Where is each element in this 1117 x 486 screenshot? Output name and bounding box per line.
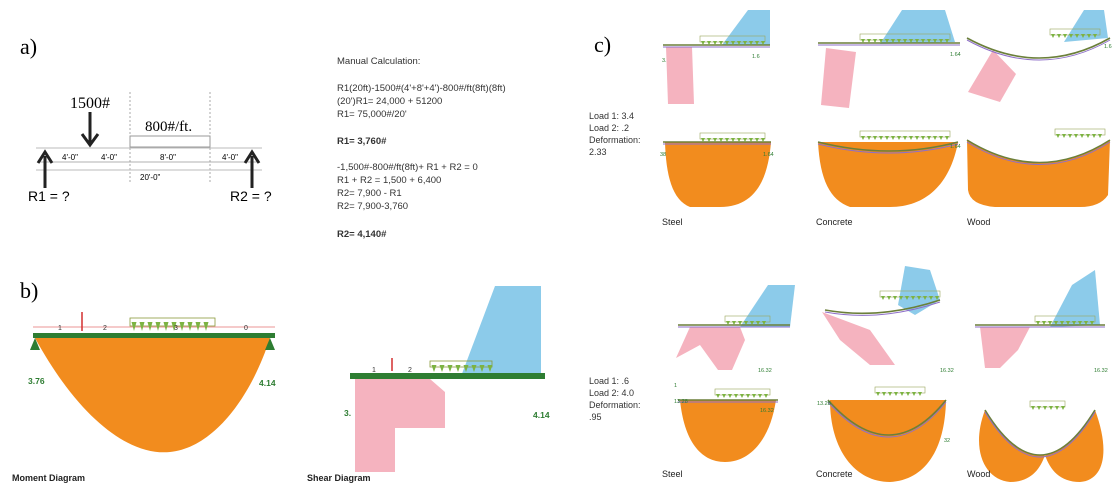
end-value: 16.32 [758, 368, 772, 374]
end-value: 1.6 [1104, 44, 1112, 50]
panel-label: b) [20, 278, 38, 303]
point-load: 1500# [70, 95, 110, 112]
calc-line: R1= 75,000#/20' [337, 109, 407, 120]
deformation: 2.33 [589, 147, 607, 157]
material: Steel [662, 469, 683, 479]
reaction-label: R1 = ? [28, 188, 70, 204]
caption: Moment Diagram [12, 473, 85, 483]
end-value: 38 [660, 152, 666, 158]
calc-line: R2= 7,900 - R1 [337, 188, 402, 199]
material: Steel [662, 217, 683, 227]
end-value: 1.64 [950, 144, 961, 150]
figure: a) 1500# 800#/ft. 4'-0" 4'-0" 8'-0" 4'-0… [0, 0, 1117, 486]
caption: Shear Diagram [307, 473, 371, 483]
calc-result: R2= 4,140# [337, 229, 387, 240]
end-value: 3. [662, 58, 667, 64]
end-value: 16.32 [1094, 368, 1108, 374]
material: Concrete [816, 217, 853, 227]
span-label: 8'-0" [160, 153, 176, 162]
node-label: 1 [58, 325, 62, 332]
end-value: 1.6 [752, 54, 760, 60]
calc-line: R1 + R2 = 1,500 + 6,400 [337, 175, 441, 186]
end-value: 4.14 [533, 410, 550, 420]
calc-heading: Manual Calculation: [337, 56, 420, 67]
panel-label: a) [20, 34, 37, 59]
end-value: 3.76 [28, 376, 45, 386]
shear-negative [666, 47, 694, 104]
end-value: 16.32 [760, 408, 774, 414]
end-value: 13.28 [674, 399, 688, 405]
total-span: 20'-0" [140, 173, 161, 182]
span-label: 4'-0" [101, 153, 117, 162]
span-label: 4'-0" [62, 153, 78, 162]
load-1: Load 1: .6 [589, 376, 629, 386]
reaction-label: R2 = ? [230, 188, 272, 204]
calc-line: R2= 7,900-3,760 [337, 201, 408, 212]
panel-label: c) [594, 32, 611, 57]
deformation-label: Deformation: [589, 400, 641, 410]
deformation-label: Deformation: [589, 135, 641, 145]
beam [350, 373, 545, 379]
node-label: 2 [103, 325, 107, 332]
node-label: 3 [174, 325, 178, 332]
beam [33, 333, 275, 338]
distributed-load-label: 800#/ft. [145, 119, 192, 135]
node-label: 2 [408, 367, 412, 374]
end-value: 1.64 [763, 152, 774, 158]
material: Concrete [816, 469, 853, 479]
end-value: 32 [944, 438, 950, 444]
load-2: Load 2: 4.0 [589, 388, 634, 398]
node-label: 1 [372, 367, 376, 374]
end-value: 13.28 [817, 401, 831, 407]
end-value: 1 [674, 383, 677, 389]
calc-line: -1,500#-800#/ft(8ft)+ R1 + R2 = 0 [337, 162, 478, 173]
material: Wood [967, 217, 990, 227]
span-label: 4'-0" [222, 153, 238, 162]
material: Wood [967, 469, 990, 479]
load-1: Load 1: 3.4 [589, 111, 634, 121]
end-value: 1.64 [950, 52, 961, 58]
calc-line: (20')R1= 24,000 + 51200 [337, 96, 442, 107]
end-value: 4.14 [259, 378, 276, 388]
calc-line: R1(20ft)-1500#(4'+8'+4')-800#/ft(8ft)(8f… [337, 83, 506, 94]
end-value: 3. [344, 408, 351, 418]
end-value: 16.32 [940, 368, 954, 374]
load-2: Load 2: .2 [589, 123, 629, 133]
calc-result: R1= 3,760# [337, 136, 387, 147]
deformation: .95 [589, 412, 602, 422]
node-label: 0 [244, 325, 248, 332]
